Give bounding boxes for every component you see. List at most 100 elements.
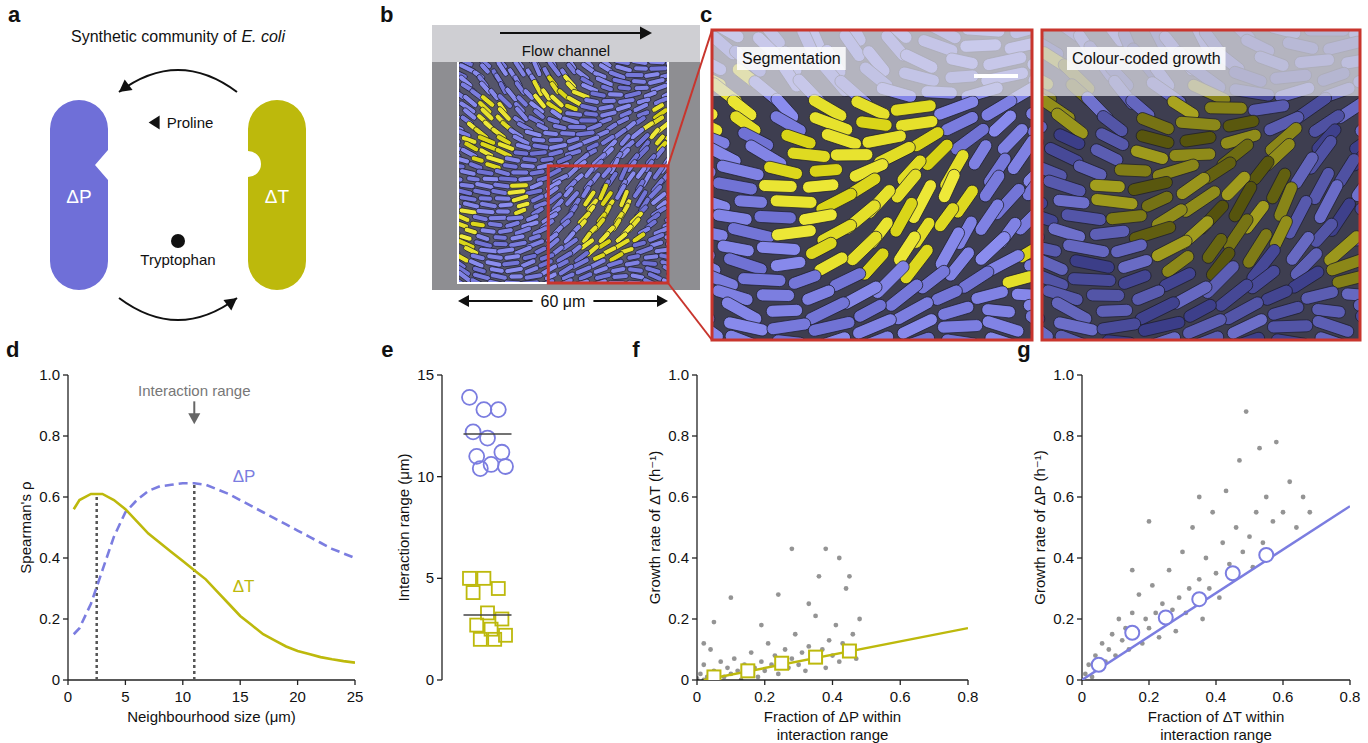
cell-point [1200,617,1205,622]
strip-marker [474,633,487,646]
cell-point [1307,510,1312,515]
x-title: Fraction of ΔP withininteraction range [764,708,901,743]
cell-point [708,647,713,652]
bacterium [766,317,811,335]
zoom-line [668,283,712,340]
title: Synthetic community ofE. coli [71,28,285,45]
x-tick [1215,680,1216,685]
x-title-line: interaction range [777,726,889,743]
bacterium [626,253,641,261]
cell-point [1190,525,1195,530]
bacterium [787,147,832,164]
y-tick [63,618,68,619]
label: 0.6 [668,488,689,505]
cell-point [1173,629,1178,634]
cell-point [1143,617,1148,622]
cell-point [749,650,754,655]
label: Colour-coded growth [1072,50,1221,67]
label: a [8,2,21,27]
arrow-head [640,26,652,39]
cell-point [793,632,798,637]
bacterium [1266,300,1305,322]
view-frame [1042,30,1360,340]
cell-point [1120,638,1125,643]
cell-point [837,556,842,561]
bacterium [506,215,524,221]
bacterium [779,128,817,151]
label: 1.0 [39,366,60,383]
bacterium [802,178,839,193]
strip-marker [491,402,506,417]
bacterium [507,188,526,195]
binned-marker [1159,610,1173,624]
bacterium [1089,179,1125,193]
bacterium [476,169,495,177]
cell-point [1274,440,1279,445]
y-tick [1077,435,1082,436]
bacterium [1175,116,1221,132]
bacterium [712,176,758,196]
chamber-cells [458,62,668,283]
bacterium [1096,304,1133,318]
bacterium [472,188,491,197]
bacterium [1060,208,1107,226]
bacterium [1096,317,1141,336]
bacterium [472,214,489,223]
label: Interaction range (μm) [395,454,412,602]
binned-marker [809,651,822,664]
cell-point [1244,409,1249,414]
bacterium [494,196,511,202]
binned-marker [1226,566,1240,580]
label: 15 [232,688,249,705]
cell-point [701,641,706,646]
bacterium [820,127,863,151]
bacterium [480,227,497,234]
cell-point [759,623,764,628]
cell-point [1210,510,1215,515]
bacterium [583,97,600,105]
cell-point [1294,525,1299,530]
label: 0.4 [39,549,60,566]
bacterium [855,115,893,132]
y-tick [437,476,442,477]
bacterium [631,62,648,66]
label: 0.8 [1340,688,1361,705]
label: ΔP [66,186,91,207]
proline-icon [149,116,160,130]
panel-d: 00.20.40.60.81.00510152025Spearman's ρdN… [6,337,363,725]
bacterium [496,247,515,255]
bacterium [617,85,631,91]
bacterium [589,90,606,98]
x-tick [1282,680,1283,685]
bacterium [529,169,546,177]
cell-point [712,620,717,625]
label-patch [737,47,846,70]
label: 1.0 [1053,366,1074,383]
bacterium [504,155,521,163]
bacterium [515,142,532,151]
strip-marker [476,402,491,417]
strip-marker [492,582,505,595]
label: ΔP [233,467,256,486]
binned-marker [775,657,788,670]
x-tick [1349,680,1350,685]
bacterium [476,208,495,215]
bacterium [798,208,838,227]
label: Growth rate of ΔT (h⁻¹) [646,451,663,605]
label: 10 [174,688,191,705]
scale-bar [974,74,1018,78]
bacterium [493,241,508,247]
bacterium [1267,320,1313,334]
view-background [1042,30,1360,340]
panel-b: bFlow channel60 μm [380,2,700,310]
label: 0.8 [39,427,60,444]
label: 0 [693,688,701,705]
organism: E. coli [241,28,285,45]
cell-point [827,638,832,643]
cell-point [1224,489,1229,494]
panel-f: 00.20.40.60.81.000.20.40.60.8Growth rate… [632,337,978,743]
x-tick [297,680,298,685]
cell-point [850,632,855,637]
bacterium [770,195,817,209]
bacterium [509,183,528,189]
